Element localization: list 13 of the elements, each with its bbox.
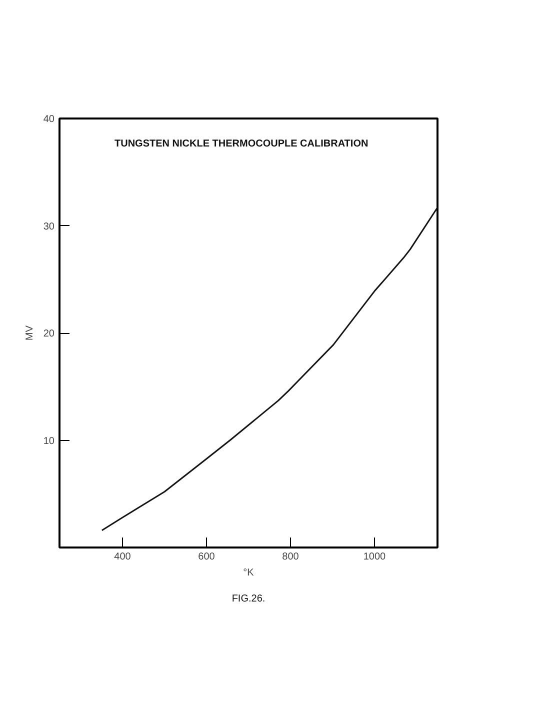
text: TUNGSTEN NICKLE THERMOCOUPLE CALIBRATION <box>114 138 368 150</box>
y-tick-label: 10 <box>43 436 55 447</box>
y-tick-label: 20 <box>43 328 55 340</box>
y-axis-title: MV <box>24 325 36 340</box>
x-tick-label: 800 <box>282 552 300 562</box>
y-tick-label: 40 <box>43 114 55 125</box>
line-series <box>101 206 438 532</box>
x-tick-label: 600 <box>198 552 216 562</box>
x-axis-title: °K <box>243 568 254 578</box>
x-tick-label: 400 <box>114 552 132 562</box>
caption: FIG.26. <box>232 594 266 604</box>
y-tick-label: 30 <box>43 221 55 232</box>
x-tick-label: 1000 <box>363 552 386 562</box>
